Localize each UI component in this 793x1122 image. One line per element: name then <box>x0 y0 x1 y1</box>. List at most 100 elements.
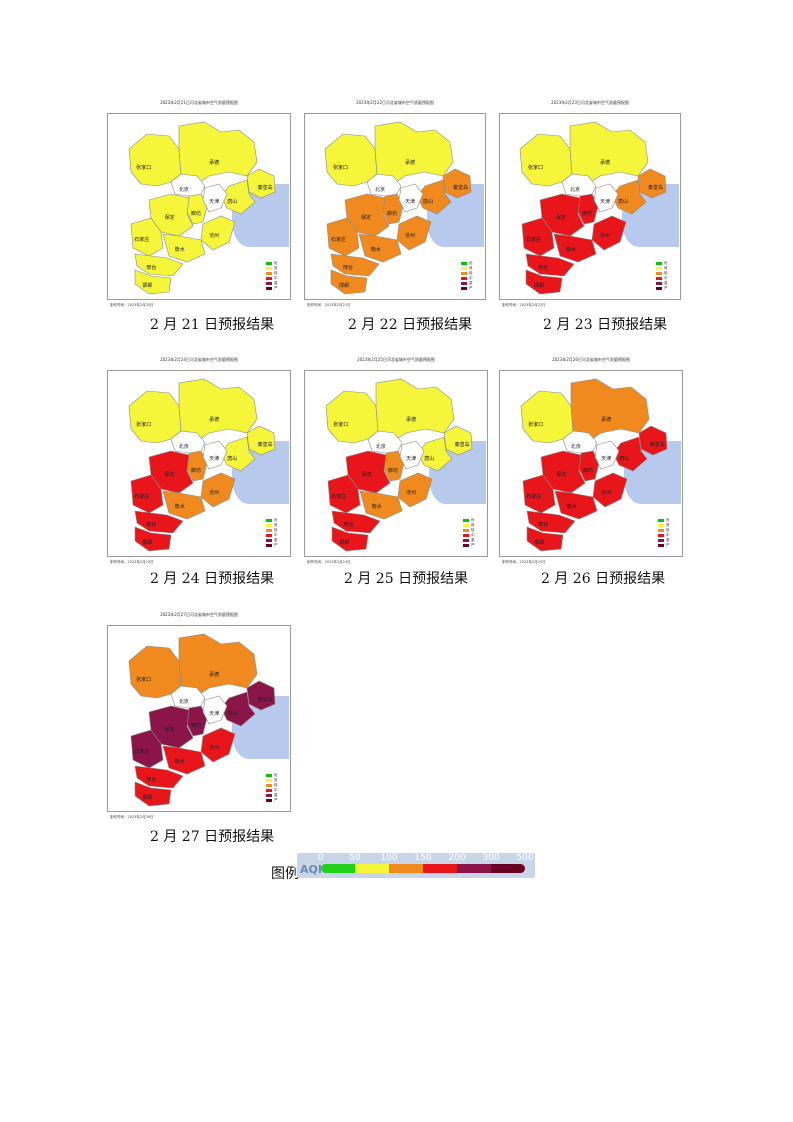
forecast-map: 2023年2月23日河北省城市空气质量预报图 张家口 承德 北京 天津 唐山 秦皇岛 廊坊 保定… <box>499 100 681 307</box>
mini-legend-item: 重 <box>656 281 676 286</box>
region-cd <box>178 121 258 185</box>
mini-legend-swatch <box>463 539 469 542</box>
mini-legend-item: 重 <box>461 281 481 286</box>
region-bj <box>170 173 206 197</box>
aqi-break-label: 300 <box>482 853 500 863</box>
mini-legend-item: 严 <box>461 286 481 291</box>
city-label-cd: 承德 <box>405 160 416 166</box>
region-hs <box>162 745 206 775</box>
mini-legend-swatch <box>656 277 662 280</box>
city-label-qhd: 秦皇岛 <box>257 697 273 703</box>
mini-legend-swatch <box>658 529 664 532</box>
city-label-xt: 邢台 <box>146 777 157 783</box>
region-hd <box>331 526 369 552</box>
city-label-lf: 廊坊 <box>190 468 201 474</box>
map-caption: 2 月 21 日预报结果 <box>150 317 275 333</box>
mini-legend-label: 优 <box>471 518 475 522</box>
city-label-ts: 唐山 <box>618 199 629 205</box>
region-hd <box>134 781 172 807</box>
city-label-zjk: 张家口 <box>136 677 152 683</box>
city-label-bj: 北京 <box>375 187 386 193</box>
region-zjk <box>128 133 182 187</box>
mini-legend-item: 轻 <box>266 528 286 533</box>
region-sjz <box>130 217 164 257</box>
city-label-sjz: 石家庄 <box>331 237 347 243</box>
region-bj <box>367 430 403 454</box>
city-label-xt: 邢台 <box>146 522 157 528</box>
region-hs <box>162 233 206 263</box>
region-tj <box>202 183 228 213</box>
city-label-tj: 天津 <box>209 456 220 462</box>
region-xt <box>525 253 575 277</box>
mini-legend-item: 严 <box>266 286 286 291</box>
city-label-bd: 保定 <box>164 727 175 733</box>
mini-legend-label: 良 <box>274 523 278 527</box>
city-label-cd: 承德 <box>209 417 220 423</box>
region-zjk <box>520 390 574 444</box>
region-cd <box>178 378 258 442</box>
mini-legend-swatch <box>461 262 467 265</box>
city-label-cz: 沧州 <box>209 233 220 239</box>
region-xt <box>134 253 184 277</box>
region-hd <box>526 526 564 552</box>
region-zjk <box>324 133 378 187</box>
city-label-cd: 承德 <box>406 417 417 423</box>
city-label-sjz: 石家庄 <box>526 237 542 243</box>
mini-legend-swatch <box>658 524 664 527</box>
region-tj <box>399 440 425 470</box>
city-label-lf: 廊坊 <box>387 468 398 474</box>
region-cd <box>178 633 258 697</box>
region-map <box>128 378 276 552</box>
region-bj <box>170 685 206 709</box>
forecast-map: 2023年2月22日河北省城市空气质量预报图 张家口 承德 北京 天津 唐山 秦皇岛 廊坊 保定… <box>304 100 486 307</box>
city-label-zjk: 张家口 <box>136 422 152 428</box>
city-label-ts: 唐山 <box>619 456 630 462</box>
mini-legend-swatch <box>461 287 467 290</box>
map-caption: 2 月 24 日预报结果 <box>150 571 275 587</box>
mini-legend-label: 轻 <box>664 271 668 275</box>
mini-legend-label: 严 <box>274 543 278 547</box>
city-label-tj: 天津 <box>406 456 417 462</box>
city-label-bj: 北京 <box>570 187 581 193</box>
city-label-hd: 邯郸 <box>534 540 545 546</box>
city-label-bj: 北京 <box>178 699 189 705</box>
city-label-hs: 衡水 <box>371 504 382 510</box>
mini-legend-swatch <box>266 539 272 542</box>
region-tj <box>593 183 619 213</box>
mini-legend-swatch <box>266 519 272 522</box>
region-zjk <box>128 390 182 444</box>
mini-legend-item: 轻 <box>658 528 678 533</box>
mini-legend-item: 严 <box>463 543 483 548</box>
mini-legend: 优良轻中重严 <box>266 261 286 291</box>
region-hs <box>554 490 598 520</box>
region-map <box>519 121 667 295</box>
mini-legend-swatch <box>463 529 469 532</box>
mini-legend-label: 重 <box>471 538 475 542</box>
mini-legend-label: 良 <box>274 266 278 270</box>
region-tj <box>398 183 424 213</box>
mini-legend-label: 重 <box>274 281 278 285</box>
map-footer: 制作时间：2023年2月21日 <box>307 303 351 307</box>
mini-legend-item: 重 <box>266 793 286 798</box>
city-label-bj: 北京 <box>178 187 189 193</box>
mini-legend-label: 优 <box>666 518 670 522</box>
mini-legend-swatch <box>266 544 272 547</box>
map-caption: 2 月 27 日预报结果 <box>150 829 275 845</box>
city-label-hs: 衡水 <box>174 759 185 765</box>
region-map <box>324 121 472 295</box>
forecast-map: 2023年2月24日河北省城市空气质量预报图 张家口 承德 北京 天津 唐山 秦皇岛 廊坊 保定… <box>107 357 291 564</box>
mini-legend-label: 重 <box>274 538 278 542</box>
aqi-break-label: 0 <box>318 853 324 863</box>
mini-legend-item: 轻 <box>463 528 483 533</box>
city-label-cz: 沧州 <box>405 233 416 239</box>
region-xt <box>134 765 184 789</box>
city-label-tj: 天津 <box>601 456 612 462</box>
mini-legend-swatch <box>463 524 469 527</box>
city-label-lf: 廊坊 <box>582 211 593 217</box>
mini-legend-swatch <box>461 272 467 275</box>
region-sjz <box>522 474 556 514</box>
mini-legend-label: 轻 <box>274 528 278 532</box>
region-sjz <box>130 474 164 514</box>
city-label-hs: 衡水 <box>566 504 577 510</box>
mini-legend-label: 中 <box>274 788 278 792</box>
